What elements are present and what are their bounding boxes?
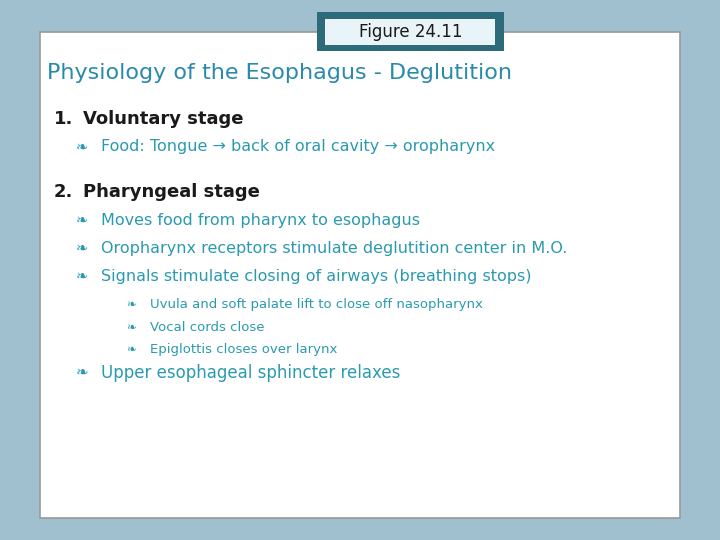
Text: ❧: ❧ (76, 139, 88, 154)
Text: ❧: ❧ (76, 241, 88, 256)
Text: Signals stimulate closing of airways (breathing stops): Signals stimulate closing of airways (br… (101, 269, 531, 284)
Text: ❧: ❧ (76, 365, 89, 380)
Text: 1.: 1. (54, 110, 73, 128)
Text: 2.: 2. (54, 183, 73, 201)
Text: Voluntary stage: Voluntary stage (83, 110, 243, 128)
Text: Figure 24.11: Figure 24.11 (359, 23, 462, 41)
Text: ❧: ❧ (76, 213, 88, 228)
Text: Oropharynx receptors stimulate deglutition center in M.O.: Oropharynx receptors stimulate deglutiti… (101, 241, 567, 256)
Text: Epiglottis closes over larynx: Epiglottis closes over larynx (150, 343, 337, 356)
Text: Physiology of the Esophagus - Deglutition: Physiology of the Esophagus - Deglutitio… (47, 63, 512, 83)
Text: Moves food from pharynx to esophagus: Moves food from pharynx to esophagus (101, 213, 420, 228)
Text: ❧: ❧ (126, 343, 136, 356)
Text: Uvula and soft palate lift to close off nasopharynx: Uvula and soft palate lift to close off … (150, 298, 482, 311)
Text: Pharyngeal stage: Pharyngeal stage (83, 183, 260, 201)
Text: Food: Tongue → back of oral cavity → oropharynx: Food: Tongue → back of oral cavity → oro… (101, 139, 495, 154)
Text: ❧: ❧ (76, 269, 88, 284)
Text: ❧: ❧ (126, 298, 136, 311)
Text: Vocal cords close: Vocal cords close (150, 321, 264, 334)
Text: Upper esophageal sphincter relaxes: Upper esophageal sphincter relaxes (101, 363, 400, 382)
Text: ❧: ❧ (126, 321, 136, 334)
